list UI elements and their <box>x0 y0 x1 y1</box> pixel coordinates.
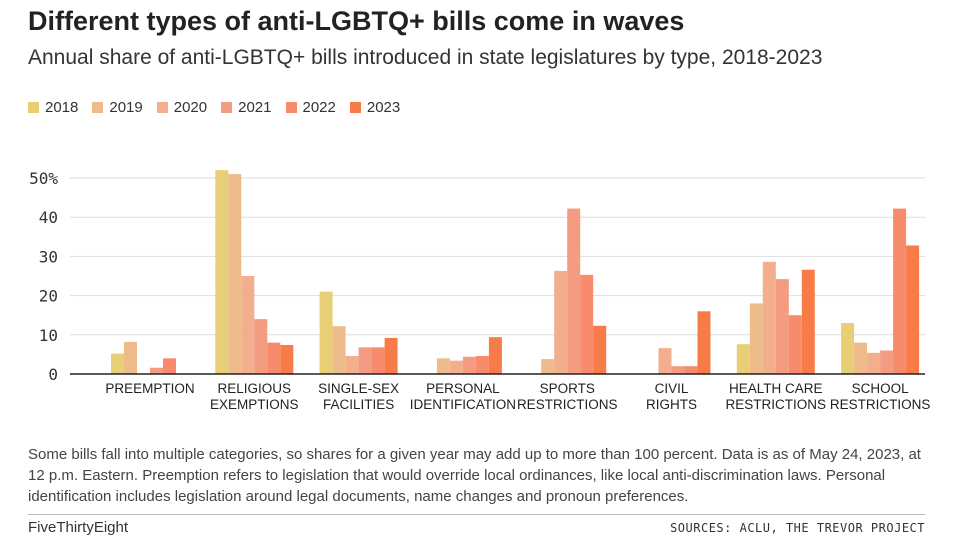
bar-2020 <box>345 355 359 374</box>
bar-2022 <box>788 315 802 374</box>
bar-2019 <box>749 303 763 374</box>
bar-2023 <box>384 337 398 374</box>
category-label: RESTRICTIONS <box>517 397 618 412</box>
bar-2023 <box>906 245 920 374</box>
bar-2021 <box>254 319 268 374</box>
bar-2022 <box>371 347 385 374</box>
category-label: PERSONAL <box>426 381 500 396</box>
bar-2021 <box>358 347 372 374</box>
chart-subtitle: Annual share of anti-LGBTQ+ bills introd… <box>28 46 823 69</box>
y-tick-label: 0 <box>48 365 58 384</box>
bar-2021 <box>567 208 581 374</box>
legend-label: 2023 <box>366 99 401 116</box>
category-label: RIGHTS <box>646 397 697 412</box>
legend-item-2020: 2020 <box>156 99 208 116</box>
bar-2019 <box>228 174 242 374</box>
bar-2022 <box>475 355 489 374</box>
bar-2018 <box>319 291 333 374</box>
legend: 2018 2019 2020 2021 2022 2023 <box>28 99 400 116</box>
bar-2021 <box>775 279 789 374</box>
legend-item-2022: 2022 <box>285 99 336 116</box>
category-label: RESTRICTIONS <box>830 397 931 412</box>
bar-2023 <box>488 337 502 374</box>
bar-2021 <box>150 367 163 374</box>
category-label: EXEMPTIONS <box>210 397 299 412</box>
y-tick-label: 40 <box>39 208 58 227</box>
bar-chart: 0 10 20 30 40 50% PREEMPTION RELIGIOUSEXEMPTION… <box>29 169 931 412</box>
bar-2018 <box>841 323 855 374</box>
y-tick-label: 50% <box>29 169 58 188</box>
bar-2022 <box>580 274 594 374</box>
y-tick-label: 20 <box>39 287 58 306</box>
bar-2022 <box>163 358 176 374</box>
category-label: PREEMPTION <box>105 381 194 396</box>
bar-2020 <box>241 276 255 374</box>
legend-item-2019: 2019 <box>92 99 143 116</box>
bar-2019 <box>854 342 868 374</box>
bar-2023 <box>801 269 815 374</box>
chart-note: Some bills fall into multiple categories… <box>28 446 921 505</box>
legend-swatch <box>156 102 168 113</box>
legend-label: 2018 <box>45 99 79 116</box>
bar-2019 <box>541 359 555 374</box>
y-tick-label: 10 <box>39 326 58 345</box>
category-label: RESTRICTIONS <box>726 397 827 412</box>
legend-label: 2021 <box>238 99 272 116</box>
category-label: HEALTH CARE <box>729 381 823 396</box>
legend-swatch <box>28 102 39 113</box>
bar-2023 <box>280 344 294 374</box>
bar-2022 <box>684 366 698 374</box>
category-label: SINGLE-SEX <box>318 381 399 396</box>
legend-swatch <box>349 102 361 113</box>
bar-2022 <box>893 208 907 374</box>
bar-2020 <box>554 270 568 374</box>
category-label: SCHOOL <box>852 381 910 396</box>
legend-label: 2020 <box>173 99 208 116</box>
legend-item-2018: 2018 <box>28 99 78 116</box>
category-label: CIVIL <box>655 381 689 396</box>
y-tick-label: 30 <box>39 247 58 266</box>
category-label: SPORTS <box>540 381 595 396</box>
bar-2020 <box>762 261 776 374</box>
bar-2023 <box>697 311 711 374</box>
bar-2019 <box>436 358 450 374</box>
bar-2022 <box>267 342 281 374</box>
bar-2019 <box>124 341 137 374</box>
bar-2020 <box>658 348 672 374</box>
bar-2018 <box>736 344 750 374</box>
legend-item-2021: 2021 <box>221 99 272 116</box>
bar-2019 <box>332 326 346 374</box>
legend-swatch <box>92 102 104 113</box>
brand-logo: FiveThirtyEight <box>28 519 129 536</box>
bar-2018 <box>215 170 229 374</box>
category-label: RELIGIOUS <box>218 381 292 396</box>
legend-swatch <box>285 102 297 113</box>
bar-2021 <box>462 356 476 374</box>
bar-2018 <box>111 353 124 374</box>
bar-2020 <box>867 352 881 374</box>
category-label: IDENTIFICATION <box>410 397 516 412</box>
footer-divider <box>28 514 925 515</box>
sources: SOURCES: ACLU, THE TREVOR PROJECT <box>670 521 925 535</box>
legend-item-2023: 2023 <box>349 99 401 116</box>
category-label: FACILITIES <box>323 397 394 412</box>
chart-title: Different types of anti-LGBTQ+ bills com… <box>28 6 685 36</box>
bar-2021 <box>671 366 685 374</box>
legend-swatch <box>221 102 233 113</box>
bar-2020 <box>449 360 463 374</box>
bar-2023 <box>593 325 607 374</box>
legend-label: 2022 <box>302 99 336 116</box>
bar-2021 <box>880 350 894 374</box>
legend-label: 2019 <box>109 99 143 116</box>
